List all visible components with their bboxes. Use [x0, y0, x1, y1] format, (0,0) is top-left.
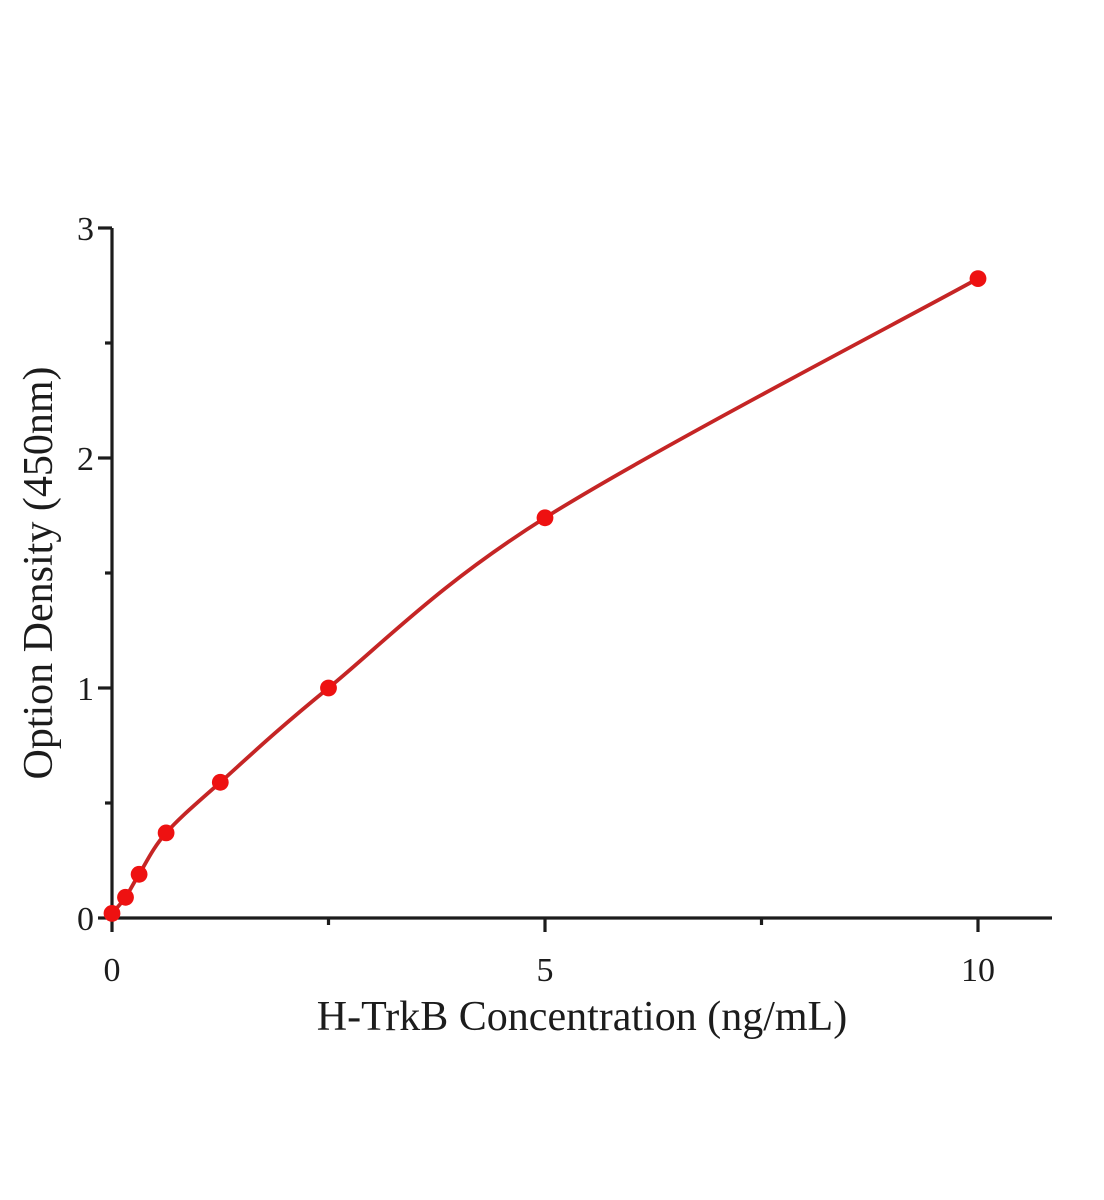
standard-curve-line	[110, 276, 980, 916]
series-layer	[103, 270, 987, 922]
x-tick-label: 10	[961, 952, 995, 989]
data-point-marker	[536, 509, 554, 527]
data-point-marker	[157, 824, 175, 842]
x-tick-label: 5	[537, 952, 554, 989]
data-point-marker	[211, 773, 229, 791]
data-point-marker	[320, 679, 337, 697]
data-point-marker	[117, 888, 134, 906]
y-tick-label: 3	[77, 211, 94, 248]
axes-layer	[110, 228, 1052, 920]
x-tick-label: 0	[104, 952, 121, 989]
y-tick-label: 0	[77, 901, 94, 938]
data-point-marker	[103, 905, 121, 922]
x-axis-title: H-TrkB Concentration (ng/mL)	[317, 994, 847, 1040]
y-tick-label: 1	[77, 671, 94, 708]
data-point-marker	[969, 270, 987, 287]
y-tick-label: 2	[77, 441, 94, 478]
tick-layer: 0 5 10 0 1 2 3	[77, 211, 995, 989]
y-axis-title: Option Density (450nm)	[16, 367, 62, 780]
data-point-marker	[130, 865, 148, 883]
